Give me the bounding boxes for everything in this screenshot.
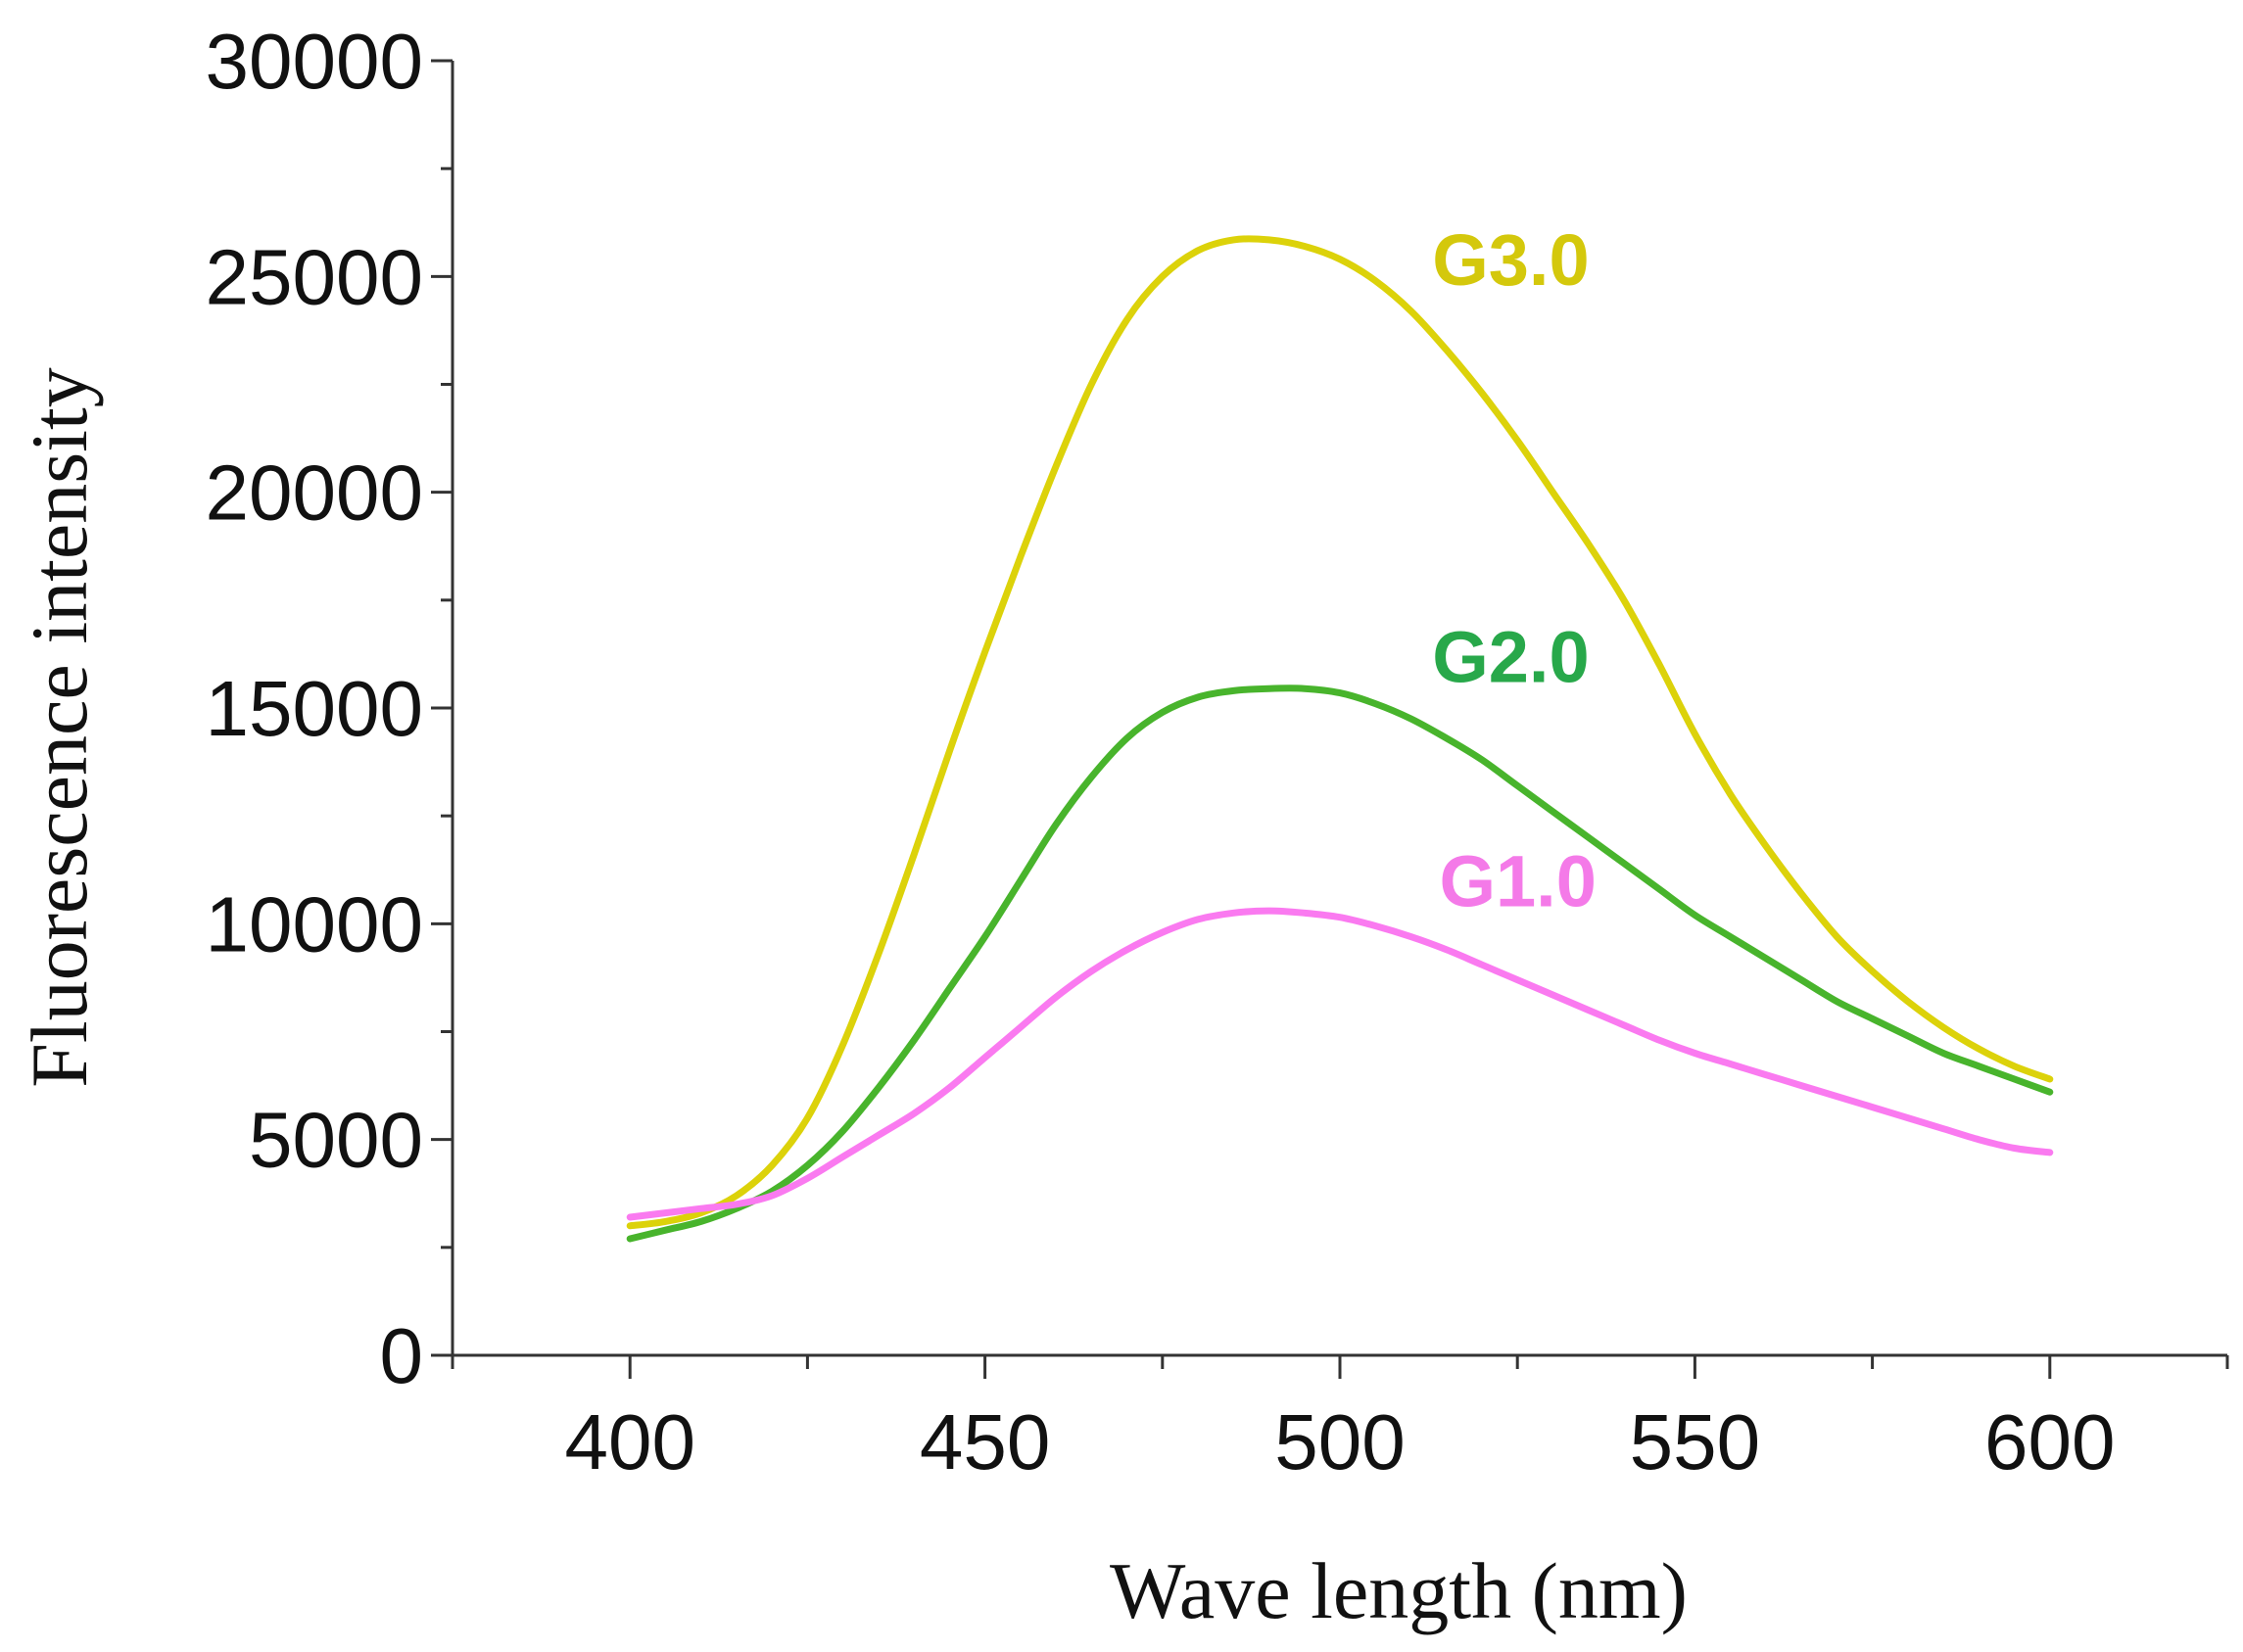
series-label-g3-0: G3.0 — [1432, 219, 1589, 301]
y-tick-label: 20000 — [206, 449, 423, 537]
y-tick-label: 5000 — [249, 1097, 423, 1184]
y-tick-label: 10000 — [206, 880, 423, 968]
y-tick-label: 25000 — [206, 233, 423, 320]
x-tick-label: 550 — [1630, 1398, 1760, 1486]
y-axis-title: Fluorescence intensity — [15, 367, 104, 1088]
axes: 0 5000 10000 15000 20000 25000 30000 400 450 500… — [206, 18, 2229, 1486]
x-tick-label: 400 — [564, 1398, 694, 1486]
series-label-g2-0: G2.0 — [1432, 617, 1589, 698]
series-line-g2-0 — [626, 684, 2054, 1243]
x-ticks: 400 450 500 550 600 — [451, 1355, 2229, 1486]
series-group — [626, 235, 2054, 1243]
series-labels: G3.0 G2.0 G1.0 — [1432, 219, 1597, 922]
y-tick-label: 0 — [380, 1312, 424, 1399]
y-tick-label: 30000 — [206, 18, 423, 105]
x-tick-label: 500 — [1274, 1398, 1405, 1486]
series-label-g1-0: G1.0 — [1439, 841, 1596, 922]
x-tick-label: 600 — [1984, 1398, 2115, 1486]
x-axis-title: Wave length (nm) — [1110, 1546, 1688, 1635]
x-tick-label: 450 — [920, 1398, 1050, 1486]
series-line-g1-0 — [626, 907, 2054, 1221]
series-line-g3-0 — [626, 235, 2054, 1230]
y-ticks: 0 5000 10000 15000 20000 25000 30000 — [206, 18, 453, 1399]
y-tick-label: 15000 — [206, 665, 423, 752]
